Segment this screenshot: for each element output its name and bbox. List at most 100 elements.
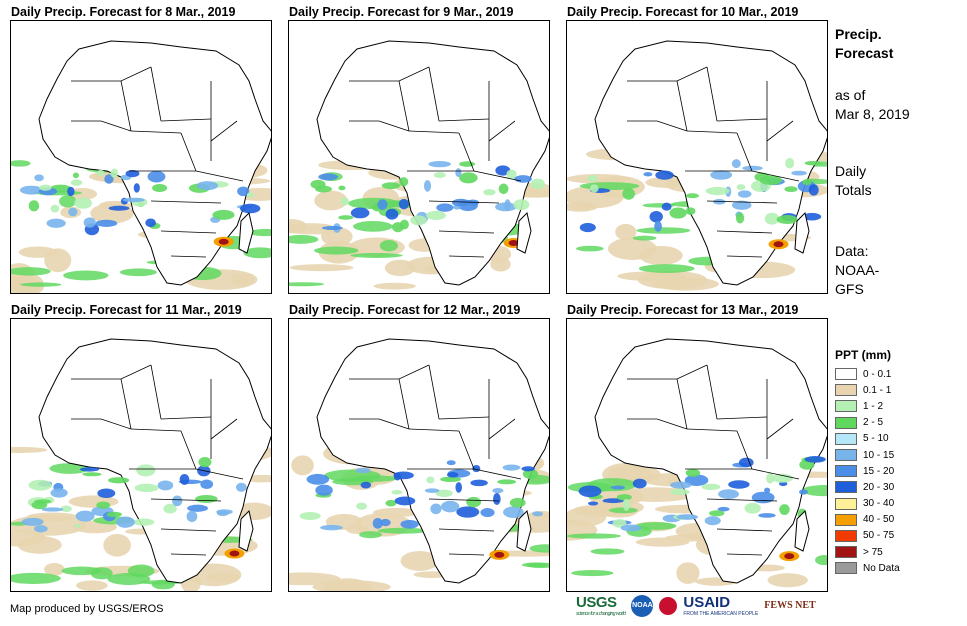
rain-cell bbox=[791, 171, 807, 176]
rain-cell bbox=[504, 199, 510, 211]
rain-patch bbox=[120, 268, 157, 276]
rain-cell bbox=[311, 180, 326, 189]
rain-cell bbox=[300, 512, 321, 520]
as-of-date: as of Mar 8, 2019 bbox=[835, 86, 910, 124]
rain-patch bbox=[359, 531, 382, 538]
panel-title: Daily Precip. Forecast for 13 Mar., 2019 bbox=[566, 302, 828, 318]
rain-cell bbox=[736, 213, 744, 224]
legend-swatch bbox=[835, 514, 857, 526]
rain-cell bbox=[809, 184, 819, 195]
data-source-line-1: Data: bbox=[835, 242, 879, 261]
rain-cell bbox=[31, 501, 47, 509]
noaa-logo-text: NOAA bbox=[632, 602, 653, 609]
noaa-logo[interactable]: NOAA bbox=[631, 595, 653, 617]
rain-cell bbox=[76, 511, 95, 522]
legend-label: 0 - 0.1 bbox=[863, 369, 891, 380]
precip-map[interactable] bbox=[566, 318, 828, 592]
legend-swatch bbox=[835, 481, 857, 493]
rain-cell bbox=[737, 184, 746, 190]
legend-label: 5 - 10 bbox=[863, 433, 889, 444]
usaid-logo[interactable]: USAID FROM THE AMERICAN PEOPLE bbox=[683, 594, 758, 617]
rain-cell bbox=[391, 490, 402, 495]
legend-item: 0.1 - 1 bbox=[835, 382, 900, 398]
rain-cell bbox=[513, 199, 529, 210]
totals-label: Daily Totals bbox=[835, 162, 872, 200]
rain-patch bbox=[609, 507, 638, 513]
rain-cell bbox=[216, 509, 233, 514]
legend-title: PPT (mm) bbox=[835, 348, 900, 362]
rain-cell bbox=[145, 219, 156, 228]
rain-cell bbox=[400, 520, 418, 529]
precip-map[interactable] bbox=[10, 20, 272, 294]
rain-cell bbox=[633, 479, 647, 489]
rain-patch bbox=[633, 236, 657, 241]
legend-swatch bbox=[835, 562, 857, 574]
forecast-panel-2: Daily Precip. Forecast for 9 Mar., 2019 bbox=[288, 4, 550, 294]
legend-label: 15 - 20 bbox=[863, 466, 894, 477]
africa-map bbox=[11, 21, 271, 293]
legend-swatch bbox=[835, 384, 857, 396]
dry-patch bbox=[290, 264, 354, 271]
rain-cell bbox=[82, 472, 101, 476]
rain-cell bbox=[503, 506, 524, 518]
rain-cell bbox=[447, 460, 456, 465]
rain-cell bbox=[459, 161, 475, 167]
rain-cell bbox=[152, 184, 167, 192]
rain-patch bbox=[636, 227, 690, 234]
rain-patch bbox=[63, 270, 108, 280]
rain-cell bbox=[46, 219, 65, 228]
rain-cell bbox=[377, 199, 387, 210]
africa-map bbox=[11, 319, 271, 591]
rain-patch bbox=[107, 573, 150, 585]
precip-map[interactable] bbox=[288, 318, 550, 592]
as-of-value: Mar 8, 2019 bbox=[835, 105, 910, 124]
rain-cell bbox=[195, 495, 218, 503]
rain-cell bbox=[686, 193, 699, 198]
rain-cell bbox=[73, 172, 79, 178]
rain-cell bbox=[34, 525, 48, 532]
rain-cell bbox=[67, 187, 74, 196]
rain-cell bbox=[399, 199, 409, 209]
rain-cell bbox=[80, 467, 99, 471]
rain-cell bbox=[764, 488, 770, 494]
rain-cell bbox=[341, 197, 349, 205]
legend-label: > 75 bbox=[863, 547, 883, 558]
totals-line-2: Totals bbox=[835, 181, 872, 200]
rain-patch bbox=[353, 221, 393, 232]
rain-patch bbox=[576, 246, 604, 252]
rain-cell bbox=[380, 519, 391, 526]
legend-label: 0.1 - 1 bbox=[863, 385, 891, 396]
rain-cell bbox=[441, 501, 459, 513]
rain-cell bbox=[579, 485, 602, 497]
rain-cell bbox=[455, 168, 461, 177]
rain-cell bbox=[470, 480, 487, 487]
rain-cell bbox=[802, 179, 811, 185]
precip-map[interactable] bbox=[566, 20, 828, 294]
rain-cell bbox=[590, 184, 599, 192]
dry-patch bbox=[676, 562, 699, 584]
usgs-logo[interactable]: USGS science for a changing world bbox=[576, 594, 625, 617]
rain-cell bbox=[393, 471, 413, 479]
rain-cell bbox=[307, 474, 330, 485]
precip-map[interactable] bbox=[288, 20, 550, 294]
rain-cell bbox=[236, 483, 247, 492]
legend-swatch bbox=[835, 465, 857, 477]
rain-cell bbox=[71, 179, 82, 185]
africa-outline bbox=[595, 339, 827, 583]
rain-cell bbox=[738, 190, 752, 197]
precip-map[interactable] bbox=[10, 318, 272, 592]
rain-cell bbox=[588, 501, 598, 505]
rain-cell bbox=[96, 501, 110, 508]
rain-patch bbox=[571, 570, 613, 576]
rain-cell bbox=[643, 172, 652, 176]
panel-title: Daily Precip. Forecast for 12 Mar., 2019 bbox=[288, 302, 550, 318]
rain-cell bbox=[742, 166, 763, 171]
rain-cell bbox=[22, 518, 44, 526]
dry-patch bbox=[636, 537, 690, 546]
dry-patch bbox=[608, 238, 657, 260]
extreme-rain-core bbox=[229, 551, 239, 557]
fews-net-logo[interactable]: FEWS NET bbox=[764, 600, 815, 611]
legend-item: 0 - 0.1 bbox=[835, 366, 900, 382]
data-source-line-2: NOAA- bbox=[835, 261, 879, 280]
legend-label: 20 - 30 bbox=[863, 482, 894, 493]
